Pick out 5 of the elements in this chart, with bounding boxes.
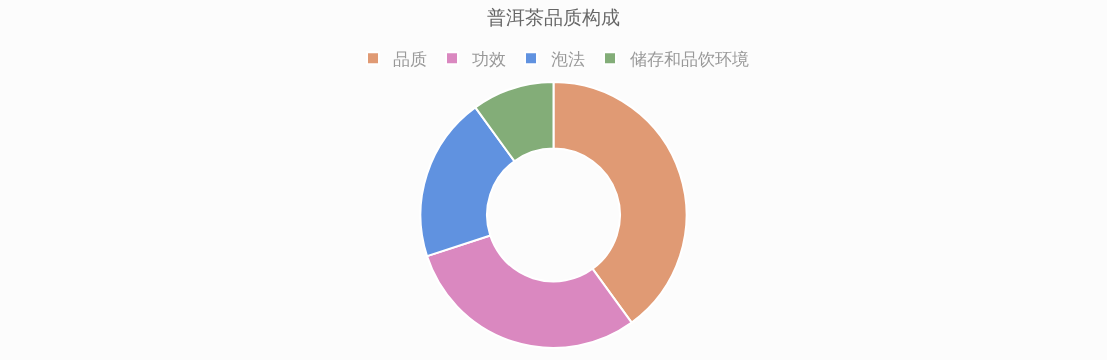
legend-label: 储存和品饮环境 [630,48,749,69]
legend-label: 泡法 [551,48,585,69]
legend-label: 功效 [472,48,506,69]
chart-title: 普洱茶品质构成 [487,6,620,29]
legend-label: 品质 [393,48,427,69]
